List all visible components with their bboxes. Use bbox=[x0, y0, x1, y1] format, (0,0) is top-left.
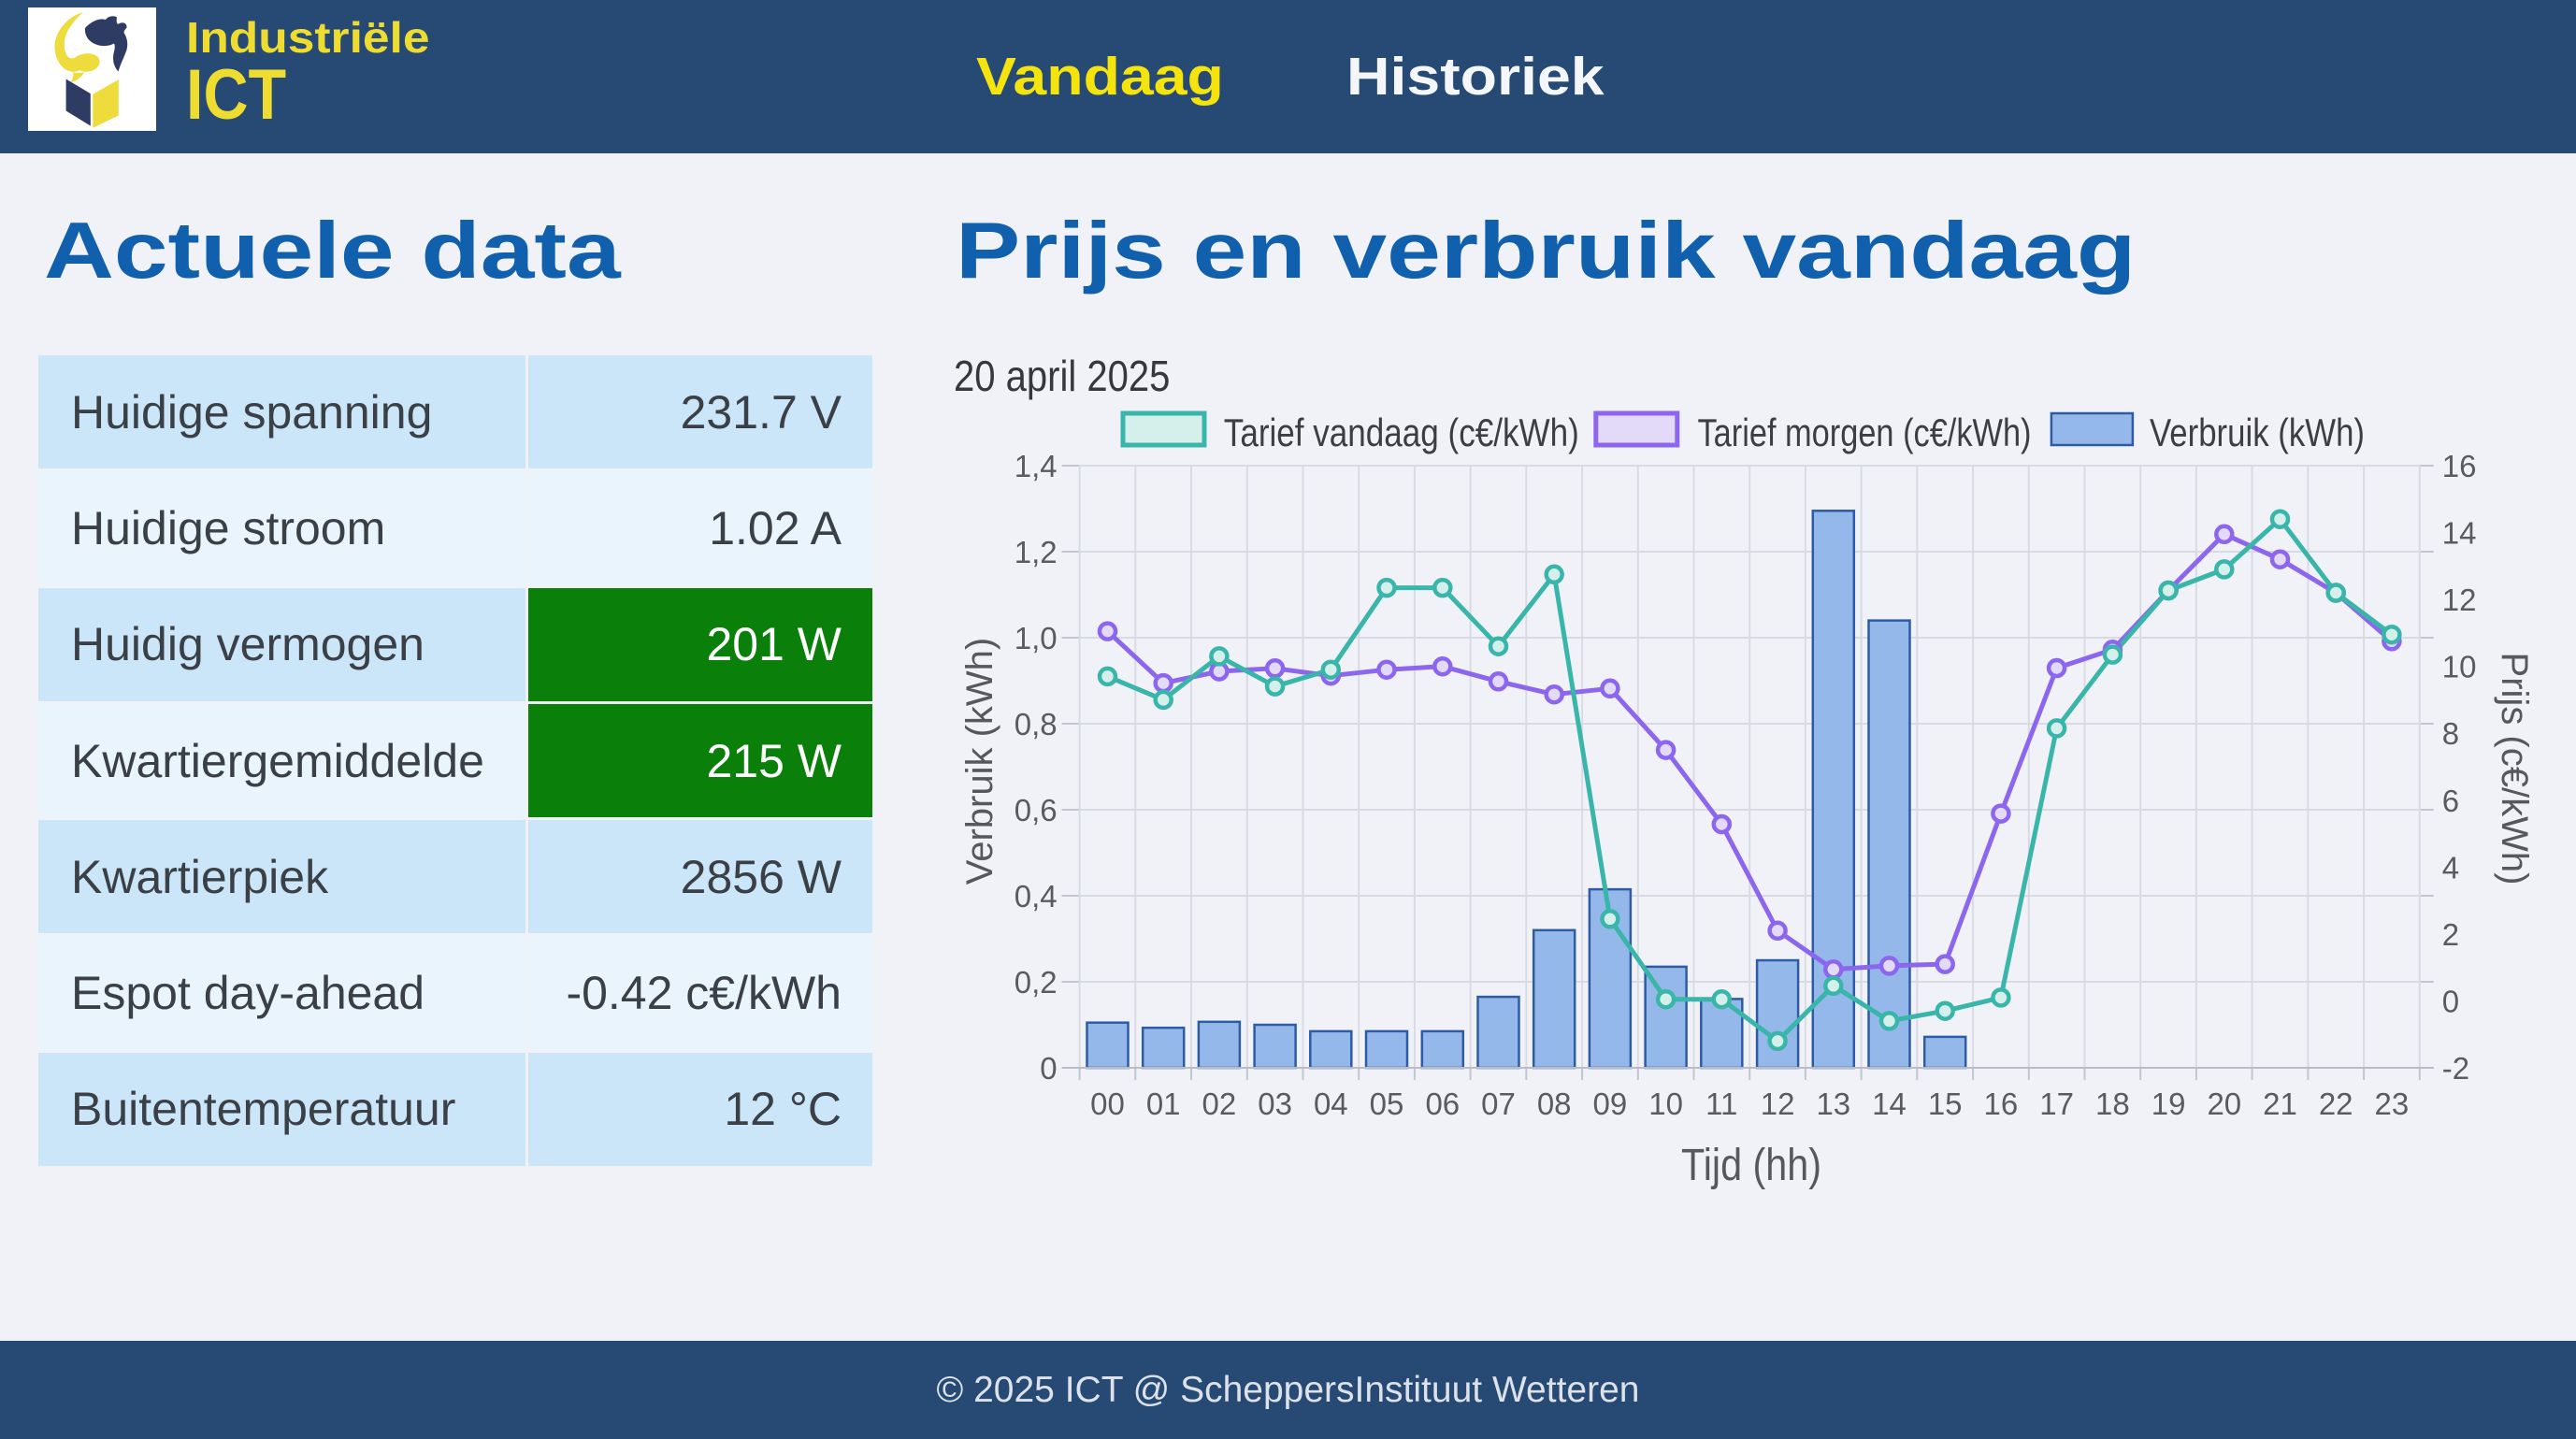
svg-text:17: 17 bbox=[2039, 1086, 2074, 1121]
svg-text:00: 00 bbox=[1090, 1086, 1125, 1121]
svg-text:21: 21 bbox=[2263, 1086, 2297, 1121]
svg-text:04: 04 bbox=[1314, 1086, 1348, 1121]
svg-text:15: 15 bbox=[1928, 1086, 1963, 1121]
svg-text:18: 18 bbox=[2095, 1086, 2130, 1121]
svg-text:Tarief vandaag (c€/kWh): Tarief vandaag (c€/kWh) bbox=[1224, 410, 1579, 454]
svg-text:2: 2 bbox=[2442, 917, 2459, 952]
svg-text:0,6: 0,6 bbox=[1015, 793, 1058, 827]
svg-text:Prijs (c€/kWh): Prijs (c€/kWh) bbox=[2494, 653, 2535, 885]
svg-text:12: 12 bbox=[1761, 1086, 1795, 1121]
svg-text:0: 0 bbox=[2442, 984, 2459, 1018]
svg-text:Verbruik (kWh): Verbruik (kWh) bbox=[959, 638, 1000, 885]
svg-text:Verbruik (kWh): Verbruik (kWh) bbox=[2150, 410, 2365, 454]
svg-text:1,0: 1,0 bbox=[1015, 621, 1058, 655]
svg-text:05: 05 bbox=[1370, 1086, 1404, 1121]
svg-text:Tijd (hh): Tijd (hh) bbox=[1681, 1141, 1821, 1190]
svg-text:01: 01 bbox=[1146, 1086, 1181, 1121]
svg-text:20: 20 bbox=[2207, 1086, 2241, 1121]
svg-text:06: 06 bbox=[1425, 1086, 1460, 1121]
svg-text:03: 03 bbox=[1258, 1086, 1292, 1121]
svg-text:09: 09 bbox=[1593, 1086, 1628, 1121]
svg-text:1,2: 1,2 bbox=[1015, 535, 1058, 569]
svg-text:6: 6 bbox=[2442, 784, 2459, 818]
svg-text:16: 16 bbox=[1984, 1086, 2019, 1121]
svg-text:14: 14 bbox=[2442, 516, 2477, 551]
svg-text:02: 02 bbox=[1202, 1086, 1237, 1121]
svg-text:08: 08 bbox=[1537, 1086, 1572, 1121]
svg-text:22: 22 bbox=[2319, 1086, 2353, 1121]
svg-text:23: 23 bbox=[2375, 1086, 2410, 1121]
svg-text:0,4: 0,4 bbox=[1015, 879, 1058, 914]
svg-text:13: 13 bbox=[1816, 1086, 1850, 1121]
svg-text:14: 14 bbox=[1872, 1086, 1907, 1121]
svg-text:11: 11 bbox=[1705, 1086, 1737, 1121]
svg-text:0,8: 0,8 bbox=[1015, 707, 1058, 741]
svg-text:10: 10 bbox=[1648, 1086, 1683, 1121]
svg-text:4: 4 bbox=[2442, 850, 2459, 885]
svg-text:19: 19 bbox=[2151, 1086, 2186, 1121]
svg-text:07: 07 bbox=[1481, 1086, 1516, 1121]
svg-text:Tarief morgen (c€/kWh): Tarief morgen (c€/kWh) bbox=[1698, 410, 2032, 454]
svg-text:8: 8 bbox=[2442, 716, 2459, 751]
svg-text:12: 12 bbox=[2442, 583, 2477, 617]
svg-text:10: 10 bbox=[2442, 650, 2477, 684]
svg-text:1,4: 1,4 bbox=[1015, 449, 1058, 483]
svg-text:0: 0 bbox=[1040, 1051, 1057, 1086]
svg-text:-2: -2 bbox=[2442, 1051, 2469, 1086]
svg-text:0,2: 0,2 bbox=[1015, 965, 1058, 1000]
svg-text:16: 16 bbox=[2442, 449, 2477, 483]
